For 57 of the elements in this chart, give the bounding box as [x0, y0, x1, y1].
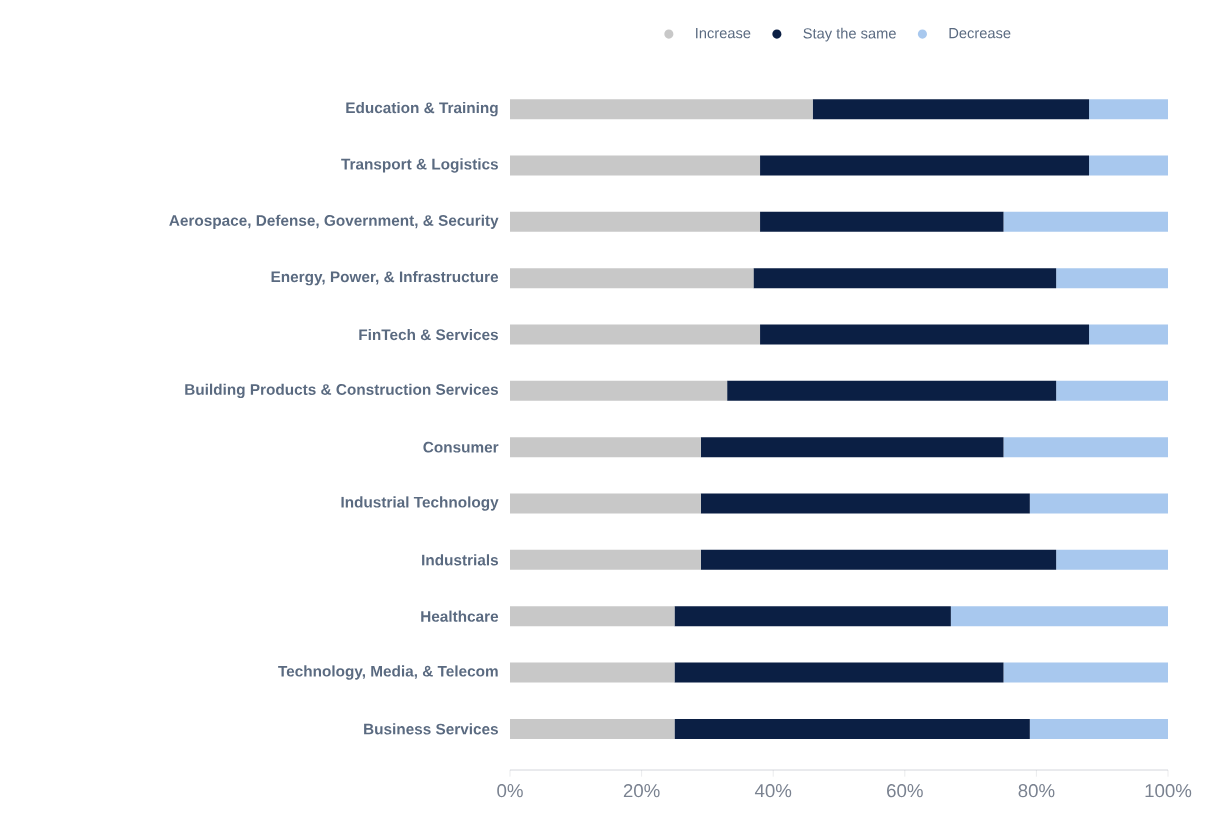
bar: [510, 493, 701, 514]
bar: [1029, 718, 1169, 739]
y-tick-label: Business Services: [364, 723, 498, 735]
bar: [1029, 493, 1169, 514]
bar: [700, 549, 1057, 570]
bar: [700, 493, 1030, 514]
y-tick-label: FinTech & Services: [359, 328, 498, 341]
x-tick-label: 0%: [497, 784, 523, 798]
bar: [510, 549, 701, 570]
y-tick-label: Energy, Power, & Infrastructure: [271, 270, 499, 286]
bar: [1089, 155, 1169, 176]
y-tick-label: Transport & Logistics: [341, 158, 498, 173]
bar: [510, 324, 761, 345]
bar: [510, 606, 675, 627]
bar: [510, 662, 675, 683]
bar: [510, 437, 701, 458]
x-tick-label: 60%: [887, 784, 923, 798]
y-tick-label: Healthcare: [421, 610, 499, 622]
x-tick-label: 80%: [1018, 784, 1055, 798]
bar: [753, 268, 1057, 289]
bar: [950, 606, 1169, 627]
bar: [674, 662, 1004, 683]
bar: [812, 99, 1090, 120]
bar: [510, 211, 761, 232]
y-tick-label: Consumer: [423, 441, 499, 453]
legend-label: Decrease: [949, 28, 1011, 39]
y-tick-label: Industrial Technology: [341, 496, 499, 511]
bar: [1089, 324, 1169, 345]
x-tick-label: 20%: [623, 784, 660, 798]
bar: [510, 718, 675, 739]
y-tick-label: Building Products & Construction Services: [185, 383, 498, 399]
bar: [760, 155, 1090, 176]
bar: [1089, 99, 1169, 120]
bar: [510, 380, 728, 401]
bar: [510, 99, 813, 120]
bar: [700, 437, 1004, 458]
x-tick-label: 100%: [1145, 784, 1192, 798]
bar: [510, 155, 761, 176]
bar: [1056, 549, 1169, 570]
bar: [674, 718, 1030, 739]
y-tick-label: Aerospace, Defense, Government, & Security: [169, 214, 499, 229]
bar: [760, 211, 1004, 232]
bar: [1003, 662, 1169, 683]
bar: [1056, 268, 1169, 289]
y-tick-label: Education & Training: [346, 101, 498, 117]
y-tick-label: Technology, Media, & Telecom: [278, 665, 498, 680]
x-tick-label: 40%: [754, 784, 792, 798]
bar: [510, 268, 754, 289]
legend-label: Increase: [696, 28, 751, 39]
bar: [760, 324, 1090, 345]
bar: [1003, 211, 1169, 232]
legend-label: Stay the same: [803, 27, 896, 42]
y-tick-label: Industrials: [422, 554, 499, 566]
bar: [674, 606, 951, 627]
bar: [1003, 437, 1169, 458]
bar: [1056, 380, 1169, 401]
bar: [727, 380, 1057, 401]
